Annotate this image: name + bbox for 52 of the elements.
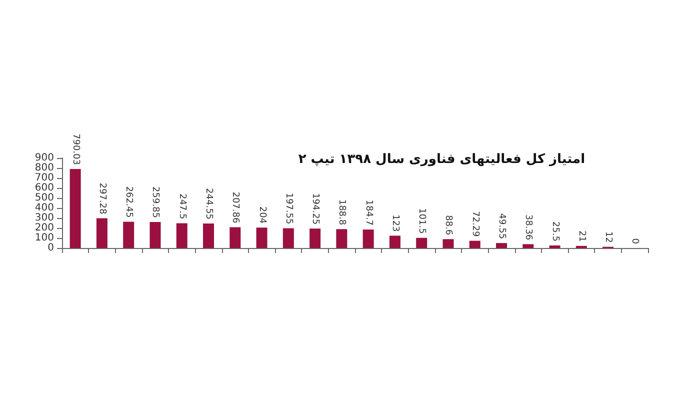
- y-tick-label: 300: [34, 212, 54, 224]
- data-label: 88.6: [443, 215, 454, 236]
- y-tick-label: 100: [34, 232, 54, 244]
- data-label: 204: [256, 206, 267, 224]
- bar: [549, 245, 560, 248]
- data-label: 790.03: [70, 133, 80, 165]
- bar: [96, 218, 108, 248]
- bar: [442, 239, 454, 248]
- data-label: 247.5: [176, 193, 187, 220]
- data-label: 72.29: [470, 211, 480, 238]
- bar: [230, 227, 241, 248]
- chart-title: امتیاز کل فعالیتهای فناوری سال ۱۳۹۸ تیپ ۲: [298, 152, 586, 167]
- bar: [176, 223, 188, 248]
- data-label: 244.55: [204, 188, 214, 220]
- data-label: 12: [603, 231, 614, 243]
- y-tick-label: 800: [34, 162, 54, 174]
- data-label: 297.28: [96, 182, 107, 215]
- y-tick-label: 200: [34, 222, 54, 234]
- data-label: 25.5: [550, 221, 560, 242]
- y-tick-label: 700: [34, 172, 54, 184]
- bar: [496, 243, 507, 248]
- data-label: 184.7: [363, 200, 374, 226]
- bar: [362, 230, 374, 248]
- data-label: 194.25: [310, 193, 320, 225]
- bar: [336, 229, 348, 248]
- bar: [150, 222, 161, 248]
- y-tick-label: 400: [34, 202, 54, 214]
- bar: [70, 168, 81, 248]
- y-tick-label: 0: [48, 242, 54, 254]
- data-label: 188.8: [336, 199, 347, 226]
- bar: [203, 224, 214, 248]
- data-label: 207.86: [230, 192, 240, 224]
- data-label: 259.85: [150, 186, 160, 218]
- bar: [522, 244, 534, 248]
- bar: [310, 228, 321, 248]
- data-label: 197.55: [283, 192, 294, 224]
- data-label: 21: [576, 230, 586, 242]
- data-label: 101.5: [416, 208, 427, 234]
- data-label: 262.45: [124, 186, 134, 218]
- bar: [469, 240, 480, 248]
- data-label: 49.55: [496, 213, 506, 240]
- y-tick-label: 900: [34, 152, 54, 164]
- data-label: 38.36: [523, 214, 534, 240]
- bar: [256, 228, 268, 248]
- bar: [123, 222, 134, 248]
- data-label: 0: [630, 238, 640, 244]
- y-tick-label: 500: [34, 192, 54, 204]
- bar: [416, 238, 428, 248]
- y-tick-label: 600: [34, 182, 54, 194]
- bar: [389, 236, 400, 248]
- data-label: 123: [390, 214, 400, 232]
- bar: [282, 228, 294, 248]
